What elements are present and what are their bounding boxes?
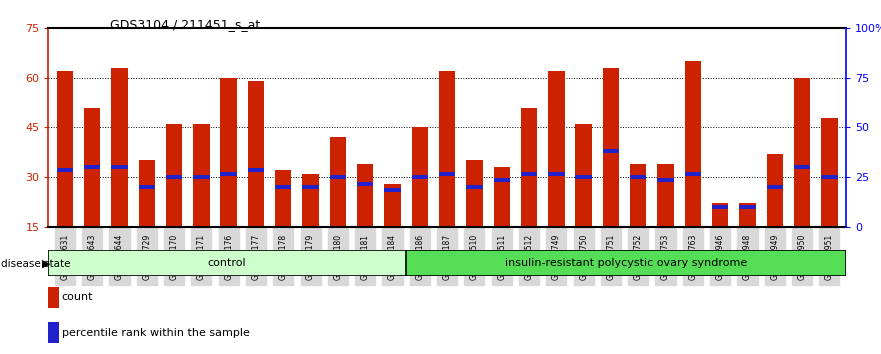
Bar: [603, 149, 619, 153]
Text: control: control: [208, 258, 247, 268]
Bar: [712, 204, 729, 227]
Bar: [630, 164, 647, 227]
Bar: [48, 250, 406, 276]
Bar: [630, 175, 647, 179]
Bar: [166, 175, 182, 179]
Bar: [411, 175, 428, 179]
Bar: [84, 108, 100, 227]
Text: percentile rank within the sample: percentile rank within the sample: [62, 328, 249, 338]
Bar: [439, 71, 455, 227]
Bar: [138, 160, 155, 227]
Bar: [275, 170, 292, 227]
Text: ▶: ▶: [42, 259, 51, 269]
Text: count: count: [62, 292, 93, 302]
Bar: [466, 185, 483, 189]
Bar: [56, 169, 73, 172]
Bar: [548, 71, 565, 227]
Bar: [84, 165, 100, 169]
Bar: [166, 124, 182, 227]
Bar: [548, 172, 565, 176]
Bar: [111, 165, 128, 169]
Bar: [766, 154, 783, 227]
Text: insulin-resistant polycystic ovary syndrome: insulin-resistant polycystic ovary syndr…: [505, 258, 747, 268]
Bar: [439, 172, 455, 176]
Bar: [575, 175, 592, 179]
Bar: [821, 118, 838, 227]
Bar: [603, 68, 619, 227]
Bar: [685, 61, 701, 227]
Bar: [493, 167, 510, 227]
Bar: [794, 165, 811, 169]
Bar: [766, 185, 783, 189]
Bar: [466, 160, 483, 227]
Bar: [493, 178, 510, 182]
Bar: [56, 71, 73, 227]
Bar: [521, 172, 537, 176]
Text: GDS3104 / 211451_s_at: GDS3104 / 211451_s_at: [110, 18, 261, 31]
Bar: [302, 174, 319, 227]
Bar: [220, 78, 237, 227]
Bar: [384, 184, 401, 227]
Bar: [302, 185, 319, 189]
Bar: [657, 178, 674, 182]
Bar: [357, 164, 374, 227]
Bar: [575, 124, 592, 227]
Bar: [193, 124, 210, 227]
Bar: [275, 185, 292, 189]
Bar: [138, 185, 155, 189]
Bar: [111, 68, 128, 227]
Bar: [821, 175, 838, 179]
Text: disease state: disease state: [1, 259, 70, 269]
Bar: [329, 175, 346, 179]
Bar: [193, 175, 210, 179]
Bar: [220, 172, 237, 176]
Bar: [712, 205, 729, 209]
Bar: [657, 164, 674, 227]
Bar: [329, 137, 346, 227]
Bar: [739, 204, 756, 227]
Bar: [685, 172, 701, 176]
Bar: [248, 81, 264, 227]
Bar: [384, 188, 401, 192]
Bar: [794, 78, 811, 227]
Bar: [411, 127, 428, 227]
Bar: [406, 250, 846, 276]
Bar: [357, 182, 374, 185]
Bar: [248, 169, 264, 172]
Bar: [739, 205, 756, 209]
Bar: [521, 108, 537, 227]
